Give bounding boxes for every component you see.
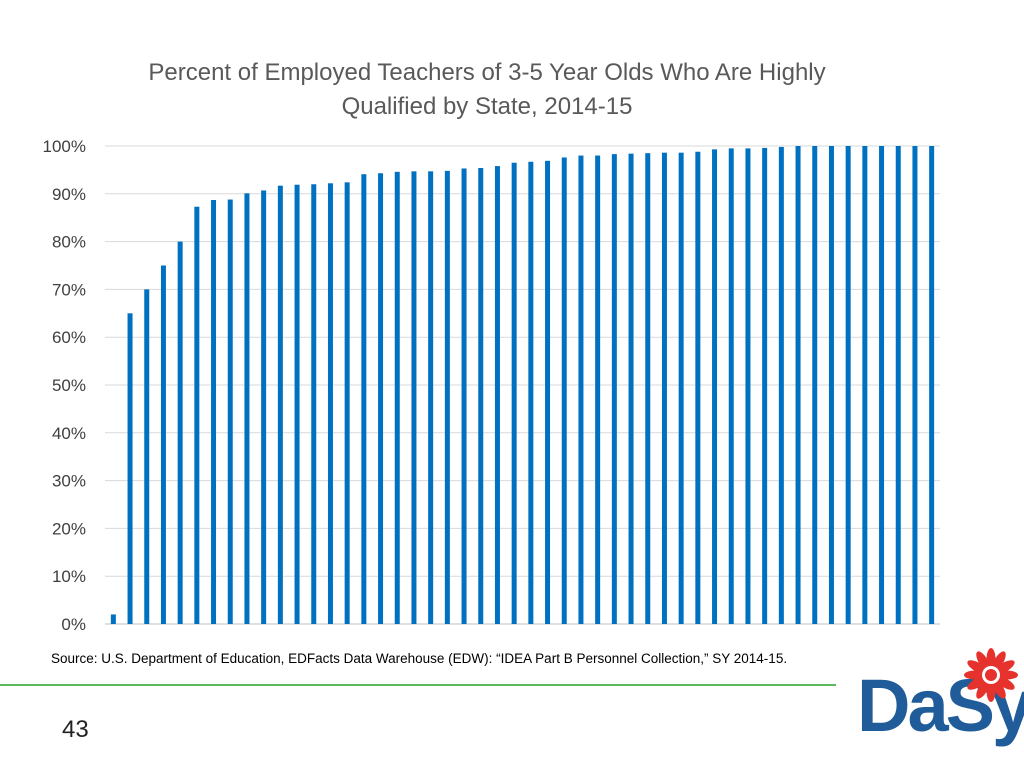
bar [394, 171, 400, 624]
bar [879, 146, 885, 624]
y-tick-label: 90% [52, 185, 86, 204]
bar [344, 182, 350, 624]
gridlines [105, 145, 940, 625]
bar [160, 265, 166, 624]
bar [411, 171, 417, 625]
y-tick-label: 20% [52, 519, 86, 538]
source-note: Source: U.S. Department of Education, ED… [51, 651, 788, 666]
y-axis-ticks: 0% 10% 20% 30% 40% 50% 60% 70% 80% 90% 100% [43, 137, 86, 634]
bar [661, 152, 667, 624]
bar [311, 184, 317, 625]
bar [812, 146, 818, 624]
bar [595, 155, 601, 624]
bar [795, 146, 801, 624]
bar [378, 173, 384, 624]
y-tick-label: 0% [61, 615, 86, 634]
y-tick-label: 10% [52, 567, 86, 586]
bar [361, 174, 367, 624]
bar [645, 153, 651, 625]
bar [494, 166, 500, 625]
bar [628, 153, 634, 624]
bar [712, 149, 718, 624]
chart-title-line-2: Qualified by State, 2014-15 [342, 93, 633, 120]
y-tick-label: 40% [52, 424, 86, 443]
bar [244, 193, 250, 624]
bar [194, 206, 200, 624]
page-number: 43 [62, 716, 89, 743]
bar [695, 151, 701, 624]
bar-chart: Percent of Employed Teachers of 3-5 Year… [43, 59, 940, 634]
bar [762, 147, 768, 625]
y-tick-label: 80% [52, 233, 86, 252]
chart-title-line-1: Percent of Employed Teachers of 3-5 Year… [148, 59, 825, 86]
bar [895, 146, 901, 624]
bar [912, 146, 918, 624]
bar [211, 200, 217, 624]
y-tick-label: 30% [52, 472, 86, 491]
bar [327, 183, 333, 624]
y-tick-label: 70% [52, 280, 86, 299]
bar [845, 146, 851, 624]
bar [561, 157, 567, 625]
bar [428, 171, 434, 625]
bar [745, 148, 751, 624]
bar [177, 241, 183, 624]
bar [528, 161, 534, 625]
bar [728, 148, 734, 624]
bar [227, 199, 233, 624]
bar [611, 154, 617, 624]
bar [862, 146, 868, 624]
bar [277, 185, 283, 624]
bar [828, 146, 834, 624]
bar [545, 160, 551, 624]
bar [929, 146, 935, 624]
bar [461, 168, 467, 624]
bar [444, 170, 450, 624]
flower-icon [964, 648, 1018, 702]
y-tick-label: 100% [43, 137, 86, 156]
footer-divider [0, 684, 836, 686]
bar [127, 313, 133, 624]
bar [511, 162, 517, 625]
bar [778, 146, 784, 624]
bars [110, 146, 935, 625]
bar [110, 614, 116, 624]
bar [144, 289, 150, 624]
bar [578, 155, 584, 624]
bar [261, 190, 267, 625]
bar [294, 184, 300, 624]
bar [678, 152, 684, 624]
bar [478, 167, 484, 624]
y-tick-label: 50% [52, 376, 86, 395]
y-tick-label: 60% [52, 328, 86, 347]
dasy-logo: DaSy [855, 645, 1024, 768]
